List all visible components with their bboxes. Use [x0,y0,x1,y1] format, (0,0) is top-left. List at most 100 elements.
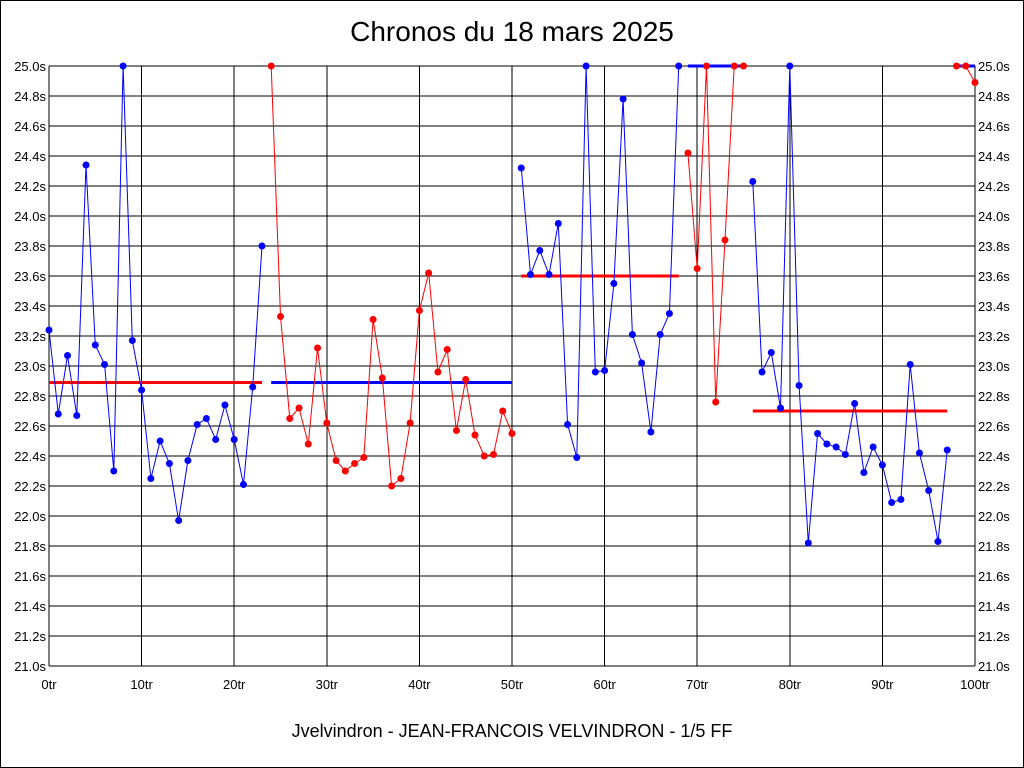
y-tick-label-left: 22.8s [14,389,46,404]
y-tick-label-left: 22.4s [14,449,46,464]
y-tick-label-right: 22.0s [978,509,1010,524]
y-tick-label-right: 22.8s [978,389,1010,404]
chart-title: Chronos du 18 mars 2025 [350,16,674,47]
y-tick-label-right: 23.8s [978,239,1010,254]
data-point [267,62,275,70]
data-point [147,475,155,482]
y-tick-label-right: 24.8s [978,89,1010,104]
y-tick-label-right: 22.4s [978,449,1010,464]
y-tick-label-right: 23.2s [978,329,1010,344]
data-point [332,457,340,464]
data-point [286,415,294,422]
data-point [323,419,331,427]
data-point [165,460,173,467]
data-point [406,419,414,427]
data-point [360,454,368,461]
y-tick-label-left: 21.0s [14,659,46,674]
data-point [101,361,109,368]
data-point [82,161,90,169]
data-point [878,461,886,469]
data-point [712,398,720,406]
data-point [730,62,738,70]
data-point [638,359,646,367]
y-tick-label-left: 21.8s [14,539,46,554]
data-point [471,431,479,439]
data-point [591,368,599,376]
y-tick-label-left: 24.0s [14,209,46,224]
data-point [610,280,618,287]
y-tick-label-left: 24.8s [14,89,46,104]
y-tick-label-right: 21.8s [978,539,1010,554]
data-point [489,451,497,458]
series-line-blue [752,65,948,544]
x-tick-label: 40tr [408,677,431,692]
y-tick-label-left: 21.6s [14,569,46,584]
data-point [295,404,303,412]
y-tick-label-right: 23.6s [978,269,1010,284]
x-tick-label: 100tr [960,677,990,692]
y-tick-label-right: 21.2s [978,629,1010,644]
data-point [564,421,572,428]
data-point [675,62,683,70]
data-point [943,446,951,454]
data-point [647,428,655,436]
y-tick-label-left: 24.2s [14,179,46,194]
data-point [184,457,192,464]
data-point [554,220,562,227]
data-point [175,517,183,524]
y-tick-label-left: 23.8s [14,239,46,254]
series-line-blue [48,65,263,521]
y-tick-label-left: 22.2s [14,479,46,494]
data-point [536,247,544,254]
data-point [277,313,284,320]
data-point [434,368,442,376]
y-tick-label-left: 23.2s [14,329,46,344]
data-point [777,404,785,412]
data-point [230,436,238,443]
data-point [665,310,673,317]
data-point [156,437,164,445]
x-tick-label: 20tr [223,677,246,692]
data-point [508,430,516,437]
data-point [684,149,692,157]
data-point [480,452,488,460]
data-point [582,62,590,70]
data-point [304,440,312,448]
data-point [45,326,53,334]
y-tick-label-right: 25.0s [978,59,1010,74]
data-point [841,451,849,458]
data-point [545,271,553,278]
data-point [934,538,942,545]
data-point [869,443,877,451]
y-tick-label-left: 24.6s [14,119,46,134]
data-point [314,344,322,352]
data-point [119,62,127,70]
data-point [54,410,62,418]
y-tick-label-left: 23.0s [14,359,46,374]
data-point [619,95,627,103]
y-tick-label-right: 24.4s [978,149,1010,164]
data-point [527,271,535,278]
data-point [462,376,470,383]
data-point [239,481,247,488]
data-point [832,443,840,451]
data-point [860,469,868,476]
data-point [258,242,266,250]
y-tick-label-left: 21.4s [14,599,46,614]
data-point [628,331,636,338]
data-point [397,475,405,482]
series-line-red [687,65,744,403]
data-point [517,164,525,172]
data-point [823,440,831,448]
series-line-blue [520,65,680,458]
y-tick-label-left: 22.6s [14,419,46,434]
data-point [249,383,257,391]
data-point [851,400,859,407]
x-tick-label: 30tr [316,677,339,692]
data-point [897,496,905,503]
y-tick-label-right: 23.0s [978,359,1010,374]
data-point [814,430,822,437]
data-point [64,352,72,359]
data-point [573,454,581,461]
y-tick-label-left: 23.4s [14,299,46,314]
